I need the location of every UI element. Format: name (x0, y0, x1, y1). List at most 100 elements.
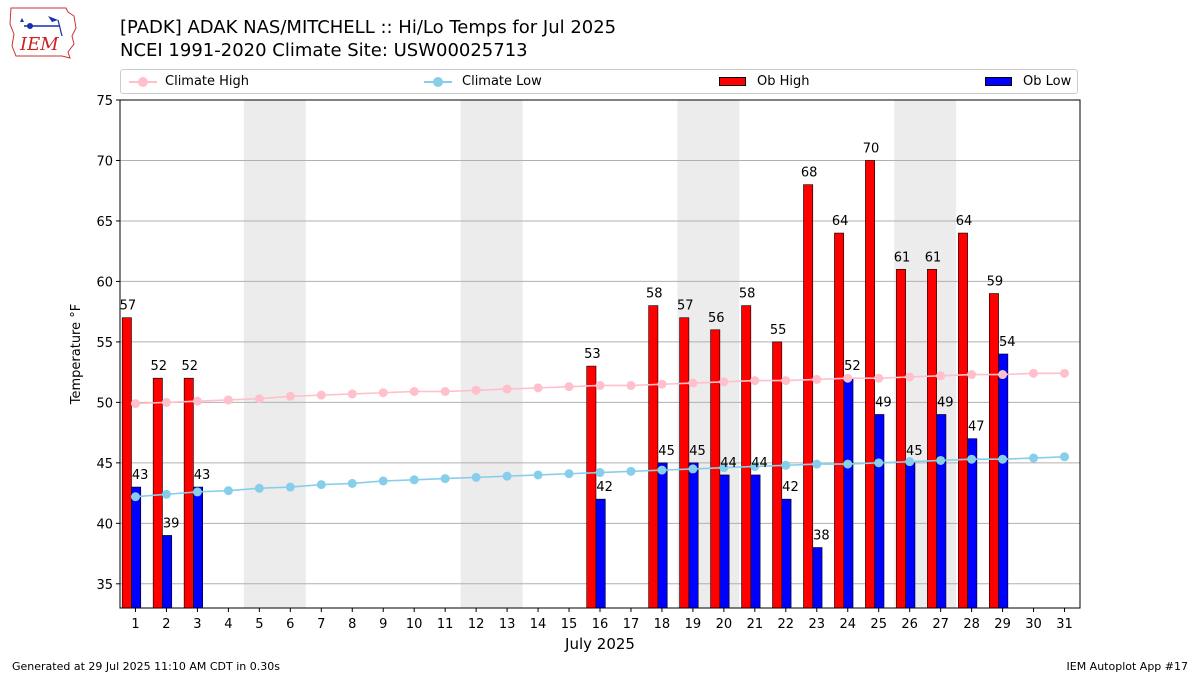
app-credit: IEM Autoplot App #17 (1066, 660, 1189, 673)
ob-high-bar (586, 365, 597, 609)
climate-low-point (1029, 453, 1039, 463)
iem-logo: IEM (8, 6, 80, 60)
ob-low-bar (657, 462, 668, 609)
y-tick-label: 65 (96, 215, 113, 230)
climate-low-point (688, 464, 698, 474)
ob-low-bar (812, 547, 823, 609)
ob-high-bar (152, 377, 163, 609)
ob-low-bar (750, 474, 761, 609)
x-tick-label: 1 (131, 617, 139, 632)
ob-high-label: 61 (925, 250, 942, 265)
climate-high-point (595, 380, 605, 390)
ob-high-bar (679, 317, 690, 609)
legend-swatch-ob-high (719, 77, 746, 86)
ob-high-label: 53 (584, 347, 601, 362)
climate-low-point (657, 465, 667, 475)
ob-high-label: 55 (770, 323, 787, 338)
ob-high-bar (988, 293, 999, 609)
y-tick-label: 70 (96, 154, 113, 169)
climate-high-point (378, 388, 388, 398)
climate-high-point (750, 376, 760, 386)
climate-high-point (564, 382, 574, 392)
ob-high-label: 61 (894, 250, 911, 265)
climate-low-point (130, 492, 140, 502)
x-tick-label: 14 (530, 617, 547, 632)
x-tick-label: 30 (1025, 617, 1042, 632)
climate-low-point (626, 466, 636, 476)
x-tick-label: 5 (255, 617, 263, 632)
ob-low-label: 49 (937, 395, 954, 410)
climate-low-point (347, 478, 357, 488)
climate-low-point (161, 489, 171, 499)
climate-low-point (316, 480, 326, 490)
climate-low-point (936, 455, 946, 465)
climate-low-point (285, 482, 295, 492)
weekend-shade (243, 100, 306, 608)
ob-high-label: 59 (987, 275, 1004, 290)
climate-low-point (781, 460, 791, 470)
ob-low-bar (905, 462, 916, 609)
x-tick-label: 12 (468, 617, 485, 632)
ob-high-bar (865, 160, 876, 609)
x-tick-label: 20 (716, 617, 733, 632)
ob-low-bar (719, 474, 730, 609)
ob-high-bar (958, 232, 968, 609)
climate-high-point (843, 373, 853, 383)
x-tick-label: 31 (1056, 617, 1073, 632)
climate-high-point (657, 379, 667, 389)
ob-low-label: 45 (658, 444, 675, 459)
climate-high-point (998, 370, 1008, 380)
climate-low-point (564, 469, 574, 479)
ob-high-label: 64 (956, 214, 973, 229)
climate-low-point (905, 457, 915, 467)
climate-high-point (347, 389, 357, 399)
climate-high-point (192, 396, 202, 406)
y-axis-label: Temperature °F (69, 304, 84, 405)
legend-marker-climate-high (138, 77, 148, 87)
y-tick-label: 45 (96, 457, 113, 472)
legend-swatch-ob-low (985, 77, 1012, 86)
x-tick-label: 6 (286, 617, 294, 632)
climate-low-point (1060, 452, 1070, 462)
x-tick-label: 17 (623, 617, 640, 632)
ob-low-bar (936, 414, 947, 609)
x-tick-label: 22 (778, 617, 795, 632)
ob-low-label: 39 (163, 516, 180, 531)
climate-low-point (409, 475, 419, 485)
climate-low-point (998, 454, 1008, 464)
climate-low-point (502, 471, 512, 481)
generated-timestamp: Generated at 29 Jul 2025 11:10 AM CDT in… (12, 660, 280, 673)
ob-high-label: 64 (832, 214, 849, 229)
chart-title: [PADK] ADAK NAS/MITCHELL :: Hi/Lo Temps … (120, 17, 617, 38)
climate-low-point (533, 470, 543, 480)
x-tick-label: 10 (406, 617, 423, 632)
legend-label-ob-high: Ob High (757, 74, 810, 89)
climate-low-point (223, 486, 233, 496)
climate-high-point (936, 371, 946, 381)
climate-high-point (409, 386, 419, 396)
climate-high-point (161, 397, 171, 407)
ob-low-bar (843, 377, 854, 609)
ob-low-bar (967, 438, 978, 609)
y-tick-label: 35 (96, 578, 113, 593)
ob-low-label: 42 (782, 480, 799, 495)
ob-low-label: 45 (689, 444, 706, 459)
x-tick-label: 11 (437, 617, 454, 632)
x-tick-label: 2 (162, 617, 170, 632)
ob-low-bar (688, 462, 699, 609)
legend-marker-climate-low (433, 77, 443, 87)
x-axis-label: July 2025 (564, 635, 635, 653)
climate-high-point (130, 399, 140, 409)
climate-high-point (812, 374, 822, 384)
climate-high-point (471, 385, 481, 395)
y-tick-label: 55 (96, 336, 113, 351)
ob-low-label: 38 (813, 529, 830, 544)
climate-low-point (967, 454, 977, 464)
climate-high-point (626, 380, 636, 390)
ob-low-label: 44 (751, 456, 768, 471)
climate-high-point (1060, 368, 1070, 378)
ob-low-bar (131, 486, 142, 609)
ob-low-bar (998, 353, 1009, 609)
climate-high-point (502, 384, 512, 394)
